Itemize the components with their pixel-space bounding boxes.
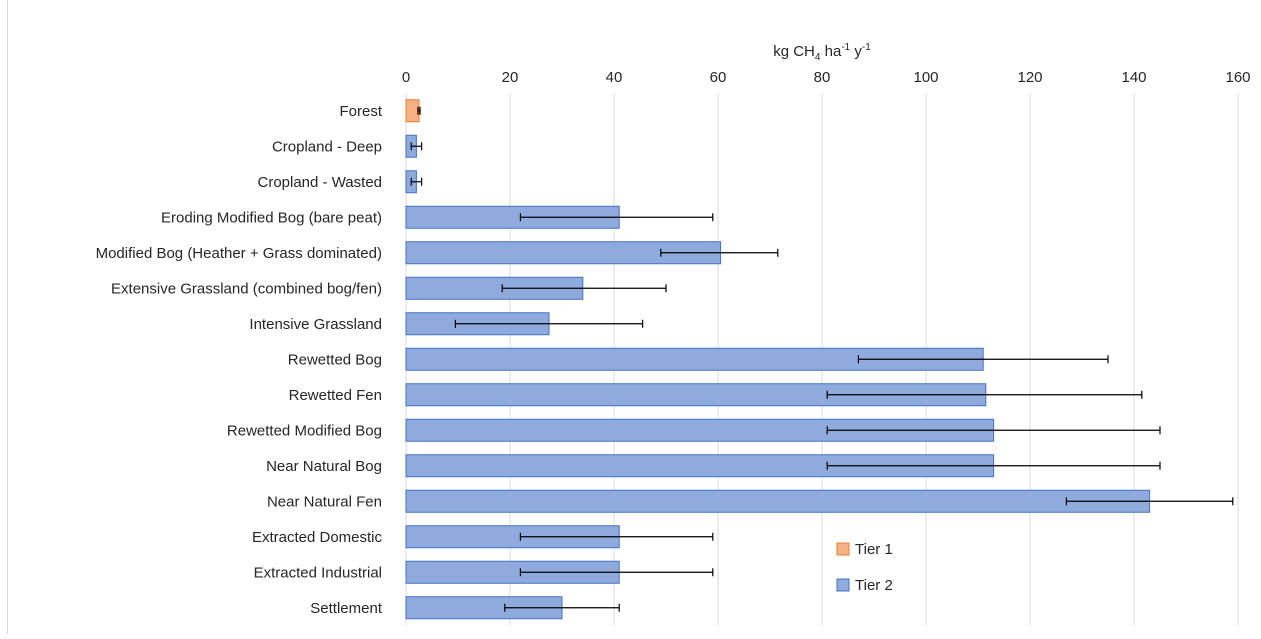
x-tick-label: 60 [710, 69, 727, 86]
error-bars [410, 106, 1234, 612]
bar [405, 489, 1151, 513]
legend-label-tier-2: Tier 2 [855, 577, 893, 594]
x-tick-label: 80 [814, 69, 831, 86]
category-label: Modified Bog (Heather + Grass dominated) [96, 245, 382, 262]
x-tick-label: 40 [606, 69, 623, 86]
category-label: Near Natural Bog [266, 458, 382, 475]
x-tick-label: 20 [502, 69, 519, 86]
x-tick-label: 120 [1017, 69, 1042, 86]
category-label: Extracted Domestic [252, 529, 383, 546]
category-label: Settlement [310, 600, 383, 617]
category-label: Rewetted Fen [289, 387, 382, 404]
x-tick-labels: 0 20 40 60 80 100 120 140 160 [402, 69, 1251, 86]
category-label: Rewetted Bog [288, 351, 382, 368]
legend-label-tier-1: Tier 1 [855, 541, 893, 558]
category-label: Cropland - Wasted [258, 174, 383, 191]
legend-swatch-tier-2 [836, 578, 850, 592]
x-axis-title: kg CH4 ha-1 y-1 [773, 42, 871, 63]
category-label: Rewetted Modified Bog [227, 422, 382, 439]
category-labels: Forest Cropland - Deep Cropland - Wasted Er… [96, 103, 383, 617]
x-tick-label: 140 [1121, 69, 1146, 86]
category-label: Near Natural Fen [267, 493, 382, 510]
category-label: Forest [339, 103, 382, 120]
category-label: Cropland - Deep [272, 138, 382, 155]
x-tick-label: 160 [1225, 69, 1250, 86]
category-label: Intensive Grassland [249, 316, 382, 333]
x-tick-label: 100 [913, 69, 938, 86]
left-border-line [7, 0, 8, 634]
category-label: Extensive Grassland (combined bog/fen) [111, 280, 382, 297]
legend: Tier 1 Tier 2 [836, 541, 893, 594]
x-tick-label: 0 [402, 69, 410, 86]
category-label: Eroding Modified Bog (bare peat) [161, 209, 382, 226]
bar [405, 99, 420, 123]
legend-swatch-tier-1 [836, 542, 850, 556]
category-label: Extracted Industrial [254, 564, 382, 581]
